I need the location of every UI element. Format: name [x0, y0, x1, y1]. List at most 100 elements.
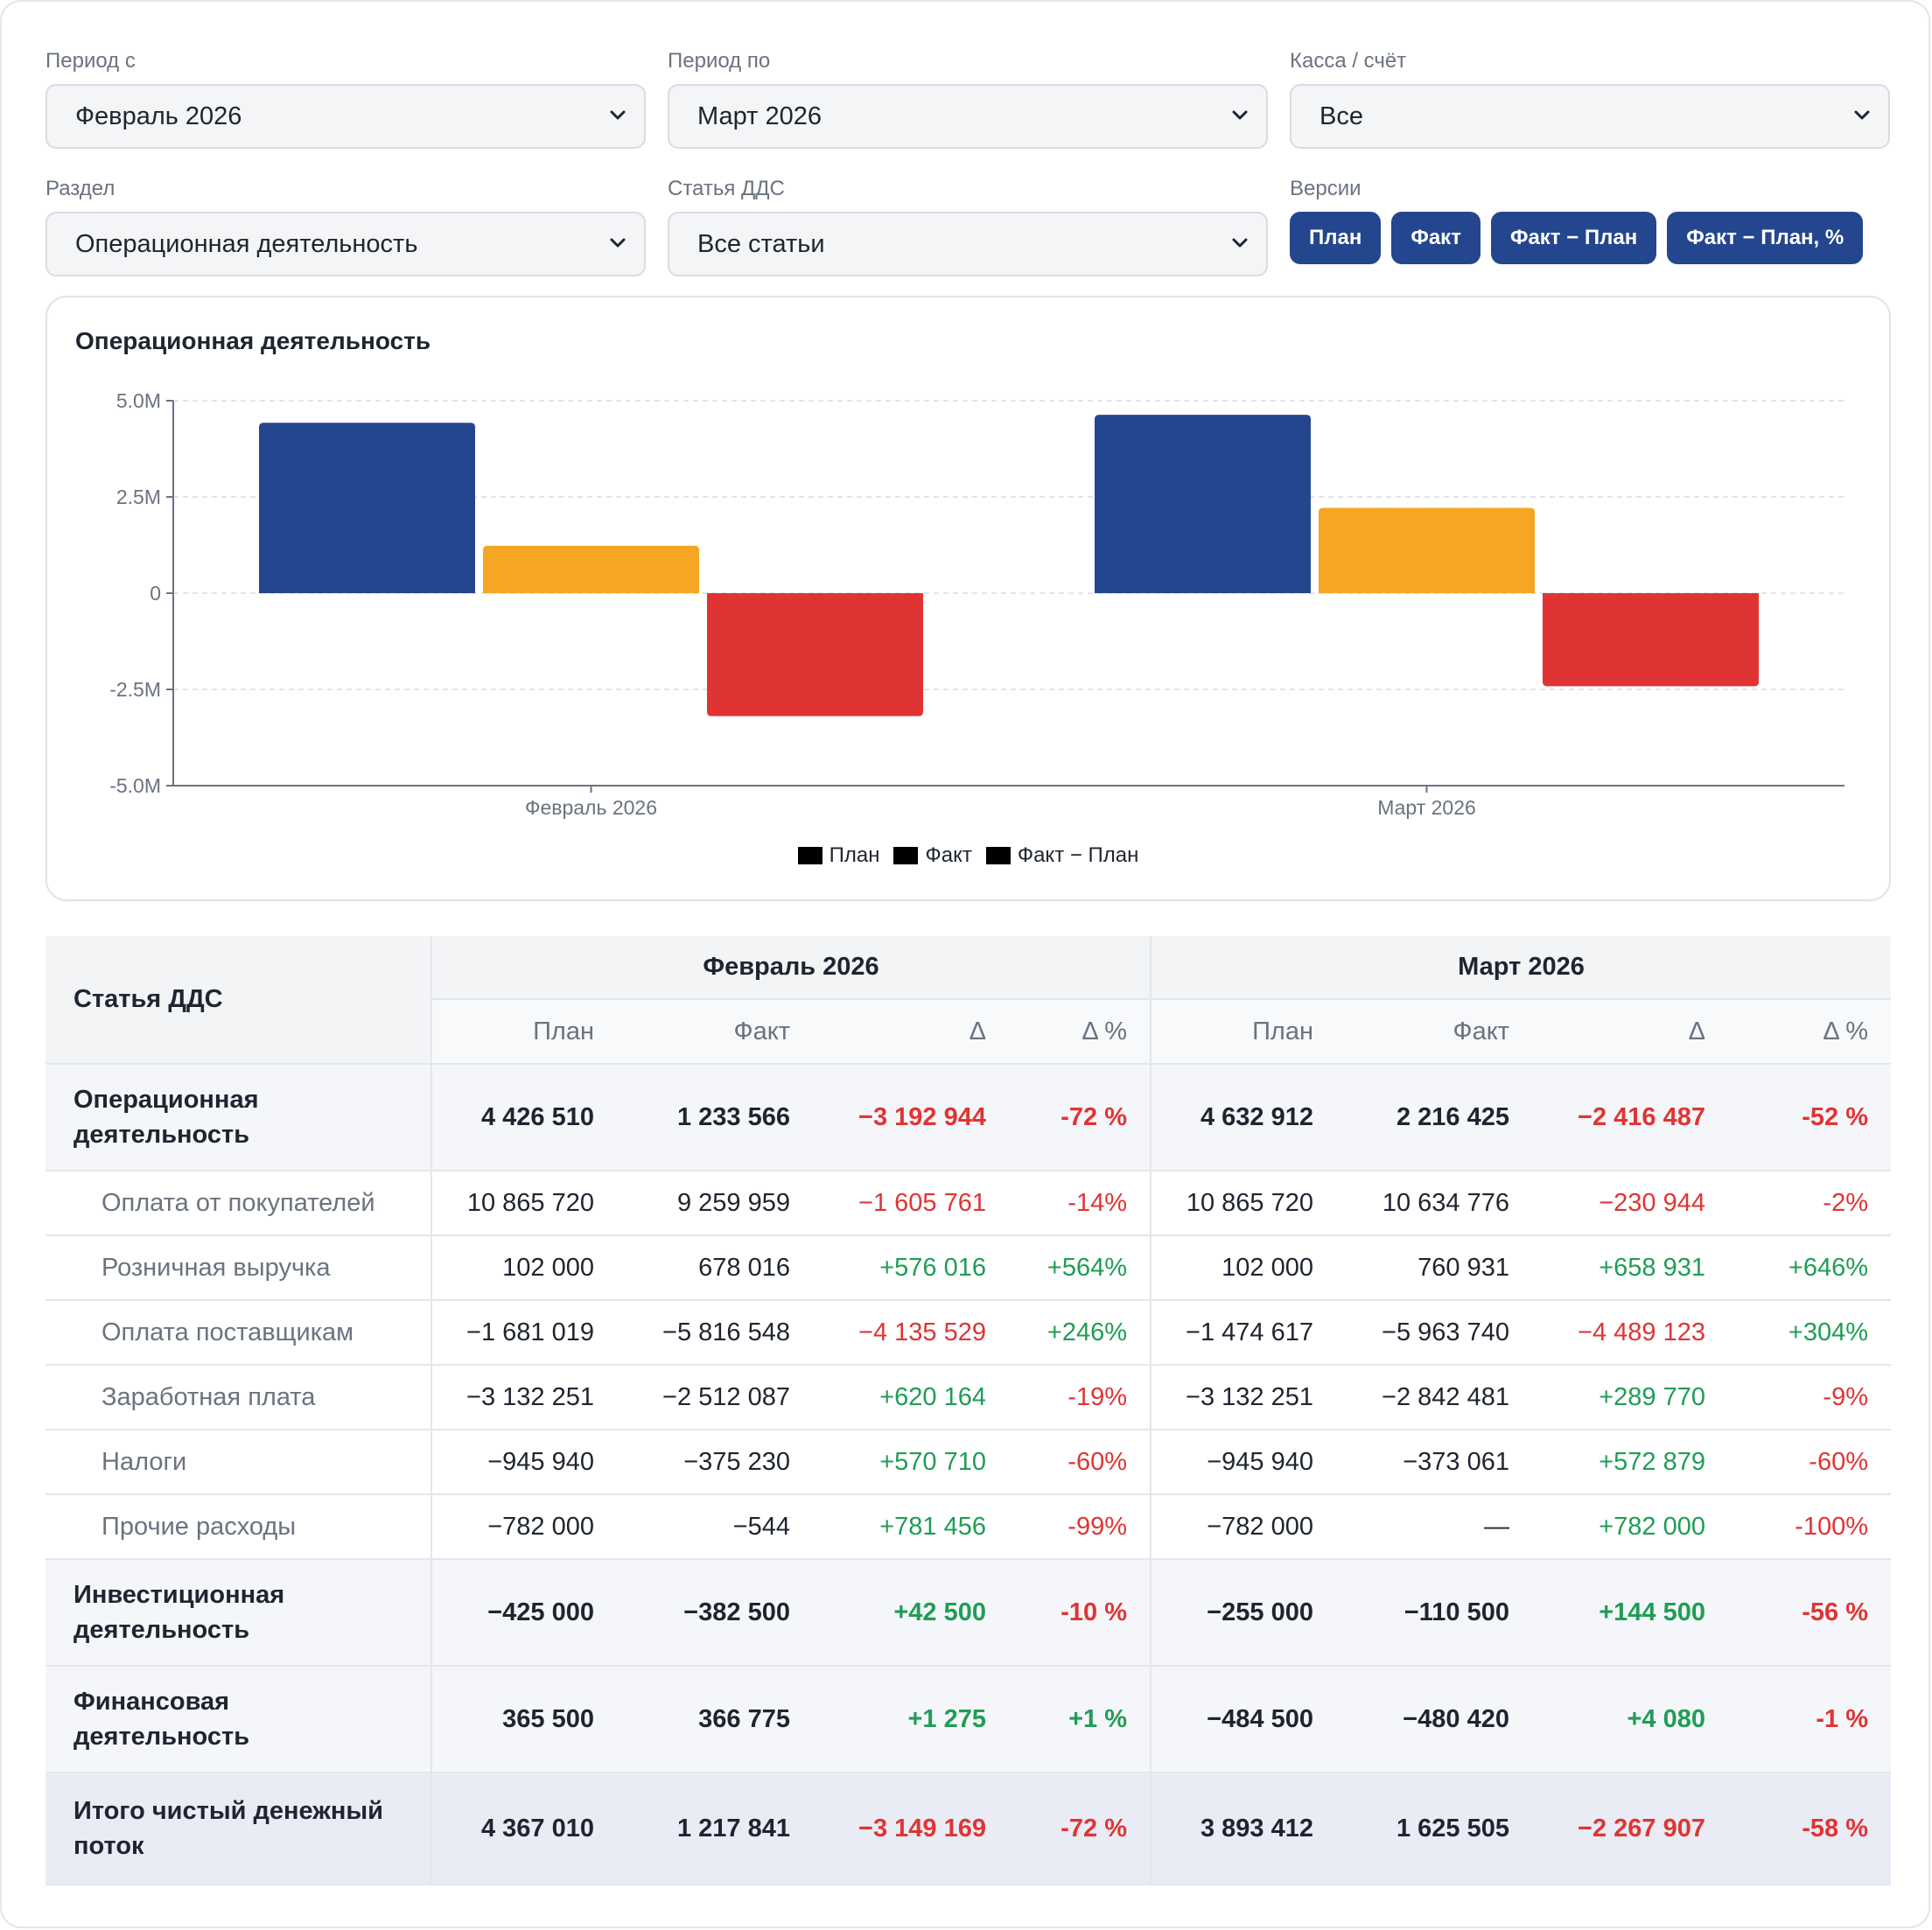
legend-item[interactable]: Факт − План — [985, 843, 1139, 868]
table-row: Налоги −945 940 −375 230 +570 710 -60% −945 9… — [46, 1430, 1891, 1495]
cell-fact: 1 625 505 — [1336, 1773, 1532, 1885]
section-value: Операционная деятельность — [75, 230, 418, 258]
cell-plan: −255 000 — [1150, 1559, 1336, 1667]
bar-plan — [1095, 415, 1311, 593]
table-row: Оплата поставщикам −1 681 019 −5 816 548 −4… — [46, 1300, 1891, 1366]
cell-delta-percent: +246% — [1009, 1300, 1151, 1366]
cell-plan: 4 426 510 — [430, 1064, 617, 1171]
account-select[interactable]: Все — [1290, 84, 1890, 149]
sub-header-delta-percent: Δ % — [1009, 999, 1151, 1065]
y-tick-label: -2.5M — [109, 678, 161, 701]
row-name: Операционная деятельность — [46, 1064, 431, 1171]
cell-fact: 2 216 425 — [1336, 1064, 1532, 1171]
cell-plan: 365 500 — [430, 1666, 617, 1773]
cell-plan: 4 367 010 — [430, 1773, 617, 1885]
cell-fact: −373 061 — [1336, 1430, 1532, 1495]
chart-legend: План Факт Факт − План — [47, 843, 1889, 871]
legend-swatch — [797, 847, 822, 864]
cell-plan: 3 893 412 — [1150, 1773, 1336, 1885]
period-from-value: Февраль 2026 — [75, 102, 242, 130]
cell-delta: −2 416 487 — [1532, 1064, 1728, 1171]
y-tick-label: 2.5M — [116, 486, 161, 508]
bar-fact — [1319, 507, 1535, 593]
legend-label: План — [829, 843, 880, 867]
cell-fact: 678 016 — [617, 1235, 813, 1301]
cell-delta: +576 016 — [813, 1235, 1009, 1301]
sub-header-delta: Δ — [813, 999, 1009, 1065]
sub-header-plan: План — [430, 999, 617, 1065]
cell-fact: −5 816 548 — [617, 1300, 813, 1366]
cell-delta-percent: -72 % — [1009, 1064, 1151, 1171]
chart-title: Операционная деятельность — [75, 327, 431, 354]
legend-item[interactable]: План — [797, 843, 880, 868]
section-row: Операционная деятельность 4 426 510 1 233 … — [46, 1064, 1891, 1171]
cell-fact: −2 512 087 — [617, 1365, 813, 1430]
table-row: Розничная выручка 102 000 678 016 +576 016 +… — [46, 1235, 1891, 1301]
version-plan-button[interactable]: План — [1290, 212, 1382, 264]
cell-fact: 760 931 — [1336, 1235, 1532, 1301]
account-value: Все — [1320, 102, 1363, 130]
cell-plan: −782 000 — [430, 1494, 617, 1560]
row-name: Итого чистый денежный поток — [46, 1773, 431, 1885]
dds-table: Статья ДДС Февраль 2026 Март 2026 План Ф… — [46, 936, 1891, 1885]
cell-delta: −3 149 169 — [813, 1773, 1009, 1885]
cell-fact: 9 259 959 — [617, 1171, 813, 1236]
cell-fact: −2 842 481 — [1336, 1365, 1532, 1430]
cell-delta-percent: -100% — [1728, 1494, 1891, 1560]
chart-card: Операционная деятельность 5.0M 2.5M 0 -2.5M… — [46, 296, 1891, 901]
cell-plan: −3 132 251 — [430, 1365, 617, 1430]
cell-delta: +42 500 — [813, 1559, 1009, 1667]
cell-delta-percent: +564% — [1009, 1235, 1151, 1301]
cell-fact: — — [1336, 1494, 1532, 1560]
cell-plan: 4 632 912 — [1150, 1064, 1336, 1171]
cell-delta-percent: -1 % — [1728, 1666, 1891, 1773]
y-tick-label: -5.0M — [109, 774, 161, 797]
x-tick-label: Февраль 2026 — [525, 796, 657, 819]
cell-plan: 10 865 720 — [430, 1171, 617, 1236]
legend-label: Факт — [925, 843, 972, 867]
cell-plan: −782 000 — [1150, 1494, 1336, 1560]
y-tick-label: 0 — [150, 582, 161, 605]
legend-item[interactable]: Факт — [893, 843, 972, 868]
row-name: Оплата от покупателей — [46, 1171, 431, 1236]
cell-plan: −1 681 019 — [430, 1300, 617, 1366]
chevron-down-icon — [1232, 238, 1248, 248]
section-select[interactable]: Операционная деятельность — [46, 212, 646, 276]
version-fact-button[interactable]: Факт — [1391, 212, 1480, 264]
row-name: Налоги — [46, 1430, 431, 1495]
table-row: Заработная плата −3 132 251 −2 512 087 +620… — [46, 1365, 1891, 1430]
y-tick-label: 5.0M — [116, 389, 161, 412]
cell-delta-percent: -72 % — [1009, 1773, 1151, 1885]
section-row: Финансовая деятельность 365 500 366 775 +1 … — [46, 1666, 1891, 1773]
cell-plan: −484 500 — [1150, 1666, 1336, 1773]
row-name: Прочие расходы — [46, 1494, 431, 1560]
versions-label: Версии — [1290, 177, 1362, 200]
article-label: Статья ДДС — [668, 177, 785, 200]
cell-fact: −544 — [617, 1494, 813, 1560]
sub-header-plan: План — [1150, 999, 1336, 1065]
cell-delta: +572 879 — [1532, 1430, 1728, 1495]
cell-delta: −4 135 529 — [813, 1300, 1009, 1366]
article-value: Все статьи — [697, 230, 825, 258]
bar-delta — [1543, 593, 1759, 687]
cell-delta: −1 605 761 — [813, 1171, 1009, 1236]
cell-delta: +144 500 — [1532, 1559, 1728, 1667]
cell-fact: 10 634 776 — [1336, 1171, 1532, 1236]
legend-label: Факт − План — [1017, 843, 1139, 867]
table-row: Прочие расходы −782 000 −544 +781 456 -99% −7… — [46, 1494, 1891, 1560]
cell-delta-percent: -9% — [1728, 1365, 1891, 1430]
cell-delta: +570 710 — [813, 1430, 1009, 1495]
version-delta-percent-button[interactable]: Факт − План, % — [1667, 212, 1864, 264]
cell-delta: +289 770 — [1532, 1365, 1728, 1430]
period-to-select[interactable]: Март 2026 — [668, 84, 1268, 149]
article-select[interactable]: Все статьи — [668, 212, 1268, 276]
cell-delta: +782 000 — [1532, 1494, 1728, 1560]
version-delta-button[interactable]: Факт − План — [1490, 212, 1657, 264]
cell-fact: 1 233 566 — [617, 1064, 813, 1171]
cell-delta-percent: -56 % — [1728, 1559, 1891, 1667]
cell-delta: −3 192 944 — [813, 1064, 1009, 1171]
sub-header-fact: Факт — [1336, 999, 1532, 1065]
cell-plan: −1 474 617 — [1150, 1300, 1336, 1366]
period-from-select[interactable]: Февраль 2026 — [46, 84, 646, 149]
sub-header-delta-percent: Δ % — [1728, 999, 1891, 1065]
